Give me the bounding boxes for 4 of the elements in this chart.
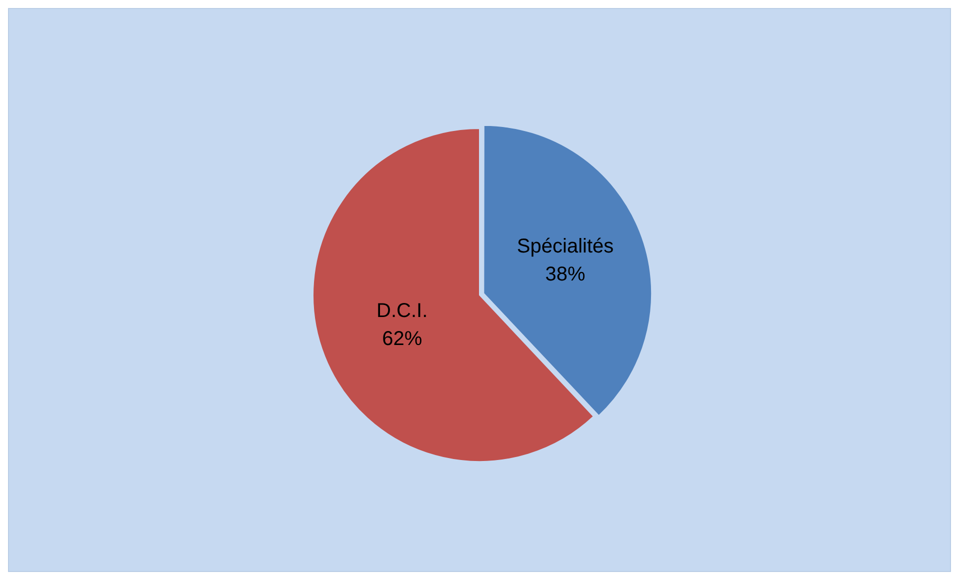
slice-label: D.C.I.	[376, 300, 428, 322]
slice-label: Spécialités	[516, 236, 614, 258]
data-label: 38%	[545, 264, 586, 286]
data-label: 62%	[382, 328, 422, 350]
